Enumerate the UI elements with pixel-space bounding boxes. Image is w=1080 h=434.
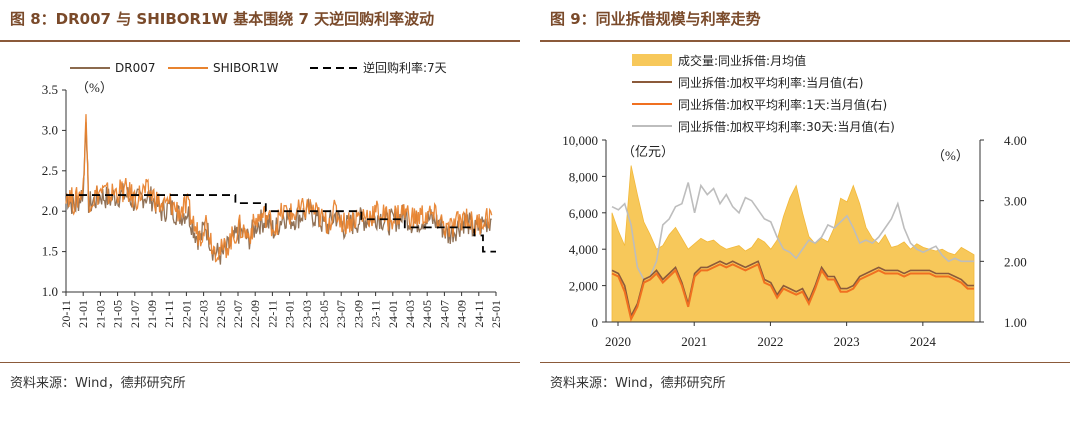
left-legend-label: SHIBOR1W: [213, 61, 279, 75]
right-chart-panel: 图 9：同业拆借规模与利率走势 （亿元） （%） 0 2,000 4,000 6,000 8…: [540, 0, 1080, 434]
right-right-y-tick-label: 2.00: [1004, 254, 1027, 269]
left-y-tick-label: 2.0: [42, 203, 58, 218]
right-left-y-tick-label: 0: [592, 315, 599, 330]
left-chart-panel: 图 8：DR007 与 SHIBOR1W 基本围绕 7 天逆回购利率波动 （%）…: [0, 0, 530, 434]
left-x-tick-label: 20-11: [59, 300, 73, 328]
left-unit-label: （%）: [76, 80, 113, 95]
right-legend-label: 同业拆借:加权平均利率:1天:当月值(右): [678, 97, 887, 112]
right-left-y-tick-label: 2,000: [569, 279, 598, 294]
right-bottom-rule: [540, 362, 1070, 363]
right-x-tick-label: 2023: [834, 334, 860, 349]
right-right-y-tick-label: 1.00: [1004, 315, 1027, 330]
left-x-tick-label: 21-05: [111, 300, 125, 328]
right-left-unit: （亿元）: [622, 144, 674, 159]
left-x-tick-label: 24-09: [455, 300, 469, 328]
right-right-y-tick-label: 3.00: [1004, 194, 1027, 209]
left-series-reverse-repo-7d: [66, 194, 496, 253]
right-x-tick-label: 2021: [681, 334, 707, 349]
left-y-tick-label: 1.0: [42, 284, 58, 299]
left-x-tick-label: 21-03: [93, 300, 107, 328]
left-x-tick-label: 22-01: [179, 300, 193, 328]
right-series-1d-rate: [611, 263, 974, 322]
right-left-y-tick-label: 6,000: [569, 206, 598, 221]
right-source-note: 资料来源：Wind，德邦研究所: [550, 376, 726, 391]
right-left-y-tick-label: 4,000: [569, 242, 598, 257]
right-x-tick-label: 2022: [757, 334, 783, 349]
left-x-tick-label: 23-05: [317, 300, 331, 328]
left-chart: （%） 1.0 1.5 2.0 2.5 3.0 3.5 20-11 21-01 21-03 21-0…: [42, 60, 503, 328]
left-y-tick-label: 3.5: [42, 82, 58, 97]
right-series-30d-rate: [611, 182, 974, 281]
left-top-rule: [0, 40, 520, 42]
left-x-tick-label: 23-07: [334, 300, 348, 328]
left-x-tick-label: 24-07: [437, 300, 451, 328]
left-x-tick-label: 24-03: [403, 300, 417, 328]
right-left-y-tick-label: 8,000: [569, 169, 598, 184]
left-source-note: 资料来源：Wind，德邦研究所: [10, 376, 186, 391]
left-y-tick-label: 3.0: [42, 122, 58, 137]
right-legend-label: 同业拆借:加权平均利率:当月值(右): [678, 75, 863, 90]
right-series-weighted-rate: [611, 260, 974, 319]
left-x-tick-label: 21-09: [145, 300, 159, 328]
right-right-unit: （%）: [932, 148, 969, 163]
left-x-tick-label: 22-09: [248, 300, 262, 328]
left-x-tick-label: 22-07: [231, 300, 245, 328]
left-x-tick-label: 25-01: [489, 300, 503, 328]
left-x-tick-label: 21-11: [162, 300, 176, 328]
right-legend-swatch: [632, 54, 672, 66]
right-x-tick-label: 2020: [605, 334, 631, 349]
left-y-tick-label: 2.5: [42, 163, 58, 178]
left-x-tick-label: 22-03: [197, 300, 211, 328]
left-x-tick-label: 21-07: [128, 300, 142, 328]
left-x-tick-label: 24-01: [386, 300, 400, 328]
left-legend-label: DR007: [115, 61, 155, 75]
left-x-tick-label: 24-05: [420, 300, 434, 328]
right-legend-label: 同业拆借:加权平均利率:30天:当月值(右): [678, 119, 895, 134]
right-x-tick-label: 2024: [910, 334, 937, 349]
left-x-tick-label: 22-05: [214, 300, 228, 328]
right-top-rule: [540, 40, 1070, 42]
left-x-tick-label: 21-01: [76, 300, 90, 328]
left-legend-label: 逆回购利率:7天: [363, 60, 447, 75]
left-x-tick-label: 23-03: [300, 300, 314, 328]
right-left-y-tick-label: 10,000: [562, 133, 598, 148]
left-x-tick-label: 23-09: [351, 300, 365, 328]
left-x-tick-label: 22-11: [265, 300, 279, 328]
left-x-tick-label: 23-01: [283, 300, 297, 328]
right-series-volume-area: [611, 165, 975, 323]
left-x-tick-label: 24-11: [472, 300, 486, 328]
left-x-tick-label: 23-11: [369, 300, 383, 328]
left-legend: DR007 SHIBOR1W 逆回购利率:7天: [70, 60, 447, 75]
right-right-y-tick-label: 4.00: [1004, 133, 1027, 148]
right-chart-title: 图 9：同业拆借规模与利率走势: [550, 10, 761, 28]
left-chart-title: 图 8：DR007 与 SHIBOR1W 基本围绕 7 天逆回购利率波动: [10, 10, 435, 28]
left-y-tick-label: 1.5: [42, 244, 58, 259]
right-chart: （亿元） （%） 0 2,000 4,000 6,000 8,000 10,000 1.00 2.…: [562, 53, 1027, 349]
left-bottom-rule: [0, 362, 520, 363]
left-series-shibor1w: [65, 114, 493, 263]
right-legend-label: 成交量:同业拆借:月均值: [678, 53, 806, 68]
